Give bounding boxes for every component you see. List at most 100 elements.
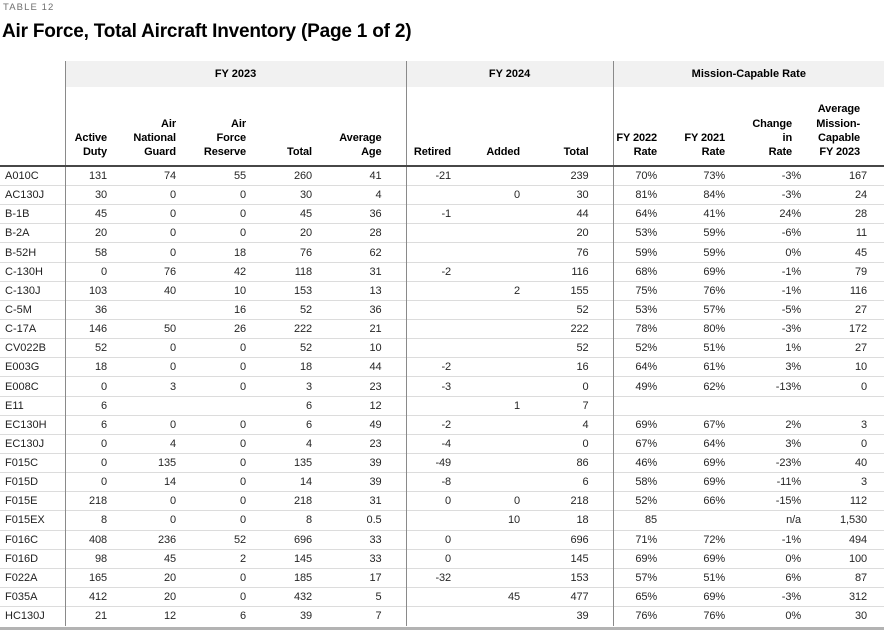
cell-active-duty: 21	[64, 606, 131, 626]
table-row: F015EX 8 0 0 8 0.5 10 18 85 n/a 1,530	[0, 510, 884, 531]
cell-fy2022-rate: 70%	[612, 166, 682, 186]
cell-air-force-reserve: 0	[200, 414, 270, 435]
cell-fy2021-rate	[681, 510, 750, 531]
cell-avg-mission-capable-fy2023: 27	[816, 338, 884, 358]
cell-fy2021-rate: 64%	[681, 433, 750, 454]
row-label: E008C	[0, 376, 65, 397]
cell-retired: -4	[405, 433, 476, 454]
cell-fy2021-rate: 69%	[681, 452, 750, 473]
cell-added	[475, 319, 545, 339]
cell-fy2024-total: 52	[544, 338, 614, 358]
cell-average-age: 31	[336, 491, 407, 511]
cell-retired	[405, 586, 476, 607]
cell-active-duty: 6	[64, 395, 131, 416]
cell-air-national-guard: 20	[131, 586, 200, 607]
cell-fy2023-total: 218	[270, 491, 336, 511]
cell-added	[475, 338, 545, 358]
cell-retired	[405, 280, 476, 301]
cell-fy2022-rate: 69%	[612, 414, 682, 435]
cell-fy2024-total: 76	[544, 242, 614, 263]
cell-fy2022-rate: 68%	[612, 261, 682, 282]
cell-air-force-reserve	[200, 395, 270, 416]
row-label: F022A	[0, 567, 65, 588]
cell-added: 0	[475, 491, 545, 511]
cell-fy2023-total: 52	[270, 338, 336, 358]
cell-fy2024-total: 0	[544, 433, 614, 454]
cell-active-duty: 218	[64, 491, 131, 511]
column-header-average-age: Average Age	[336, 87, 407, 168]
cell-fy2021-rate: 66%	[681, 491, 750, 511]
cell-retired: -2	[405, 261, 476, 282]
cell-retired	[405, 185, 476, 205]
cell-retired: -8	[405, 472, 476, 492]
table-row: C-5M 36 16 52 36 52 53% 57% -5% 27	[0, 299, 884, 320]
table-row: E003G 18 0 0 18 44 -2 16 64% 61% 3% 10	[0, 357, 884, 377]
cell-air-national-guard	[131, 299, 200, 320]
cell-change-in-rate: 2%	[749, 414, 817, 435]
row-label: C-5M	[0, 299, 65, 320]
cell-added	[475, 242, 545, 263]
cell-fy2024-total: 153	[544, 567, 614, 588]
cell-average-age: 17	[336, 567, 407, 588]
cell-air-force-reserve: 6	[200, 606, 270, 626]
cell-added	[475, 261, 545, 282]
cell-average-age: 23	[336, 376, 407, 397]
cell-fy2022-rate: 52%	[612, 338, 682, 358]
cell-added	[475, 433, 545, 454]
cell-fy2024-total: 116	[544, 261, 614, 282]
cell-retired	[405, 223, 476, 243]
cell-fy2021-rate: 62%	[681, 376, 750, 397]
cell-avg-mission-capable-fy2023: 3	[816, 414, 884, 435]
cell-avg-mission-capable-fy2023: 172	[816, 319, 884, 339]
cell-active-duty: 131	[64, 166, 131, 186]
cell-active-duty: 8	[64, 510, 131, 531]
cell-fy2024-total: 145	[544, 548, 614, 569]
cell-retired	[405, 606, 476, 626]
table-row: F015C 0 135 0 135 39 -49 86 46% 69% -23% 40	[0, 452, 884, 473]
cell-fy2023-total: 4	[270, 433, 336, 454]
cell-fy2022-rate: 71%	[612, 529, 682, 550]
cell-avg-mission-capable-fy2023: 30	[816, 606, 884, 626]
table-row: HC130J 21 12 6 39 7 39 76% 76% 0% 30	[0, 606, 884, 626]
cell-fy2022-rate: 49%	[612, 376, 682, 397]
cell-fy2023-total: 145	[270, 548, 336, 569]
row-label: F015D	[0, 472, 65, 492]
cell-fy2024-total: 20	[544, 223, 614, 243]
row-label: AC130J	[0, 185, 65, 205]
cell-air-force-reserve: 16	[200, 299, 270, 320]
cell-air-force-reserve: 0	[200, 223, 270, 243]
cell-average-age: 12	[336, 395, 407, 416]
cell-avg-mission-capable-fy2023: 116	[816, 280, 884, 301]
cell-fy2024-total: 0	[544, 376, 614, 397]
cell-added	[475, 548, 545, 569]
cell-retired	[405, 242, 476, 263]
cell-fy2024-total: 30	[544, 185, 614, 205]
cell-average-age: 33	[336, 529, 407, 550]
table-row: C-130J 103 40 10 153 13 2 155 75% 76% -1% 116	[0, 280, 884, 301]
cell-air-national-guard: 0	[131, 242, 200, 263]
cell-added: 10	[475, 510, 545, 531]
cell-added	[475, 357, 545, 377]
cell-air-force-reserve: 0	[200, 510, 270, 531]
column-header-change-in-rate: Change in Rate	[749, 87, 817, 168]
cell-air-force-reserve: 0	[200, 204, 270, 224]
table-row: A010C 131 74 55 260 41 -21 239 70% 73% -3% 167	[0, 166, 884, 186]
cell-fy2022-rate: 69%	[612, 548, 682, 569]
cell-fy2023-total: 3	[270, 376, 336, 397]
cell-change-in-rate: -3%	[749, 319, 817, 339]
row-label: C-17A	[0, 319, 65, 339]
row-label: F035A	[0, 586, 65, 607]
cell-fy2023-total: 6	[270, 395, 336, 416]
cell-fy2024-total: 52	[544, 299, 614, 320]
cell-retired	[405, 319, 476, 339]
table-body: A010C 131 74 55 260 41 -21 239 70% 73% -3% 167 AC130…	[0, 166, 884, 626]
table-row: C-17A 146 50 26 222 21 222 78% 80% -3% 172	[0, 319, 884, 339]
cell-change-in-rate: -6%	[749, 223, 817, 243]
cell-avg-mission-capable-fy2023: 0	[816, 433, 884, 454]
cell-air-force-reserve: 26	[200, 319, 270, 339]
cell-avg-mission-capable-fy2023: 87	[816, 567, 884, 588]
cell-fy2022-rate: 53%	[612, 223, 682, 243]
cell-retired	[405, 395, 476, 416]
cell-air-national-guard: 0	[131, 357, 200, 377]
